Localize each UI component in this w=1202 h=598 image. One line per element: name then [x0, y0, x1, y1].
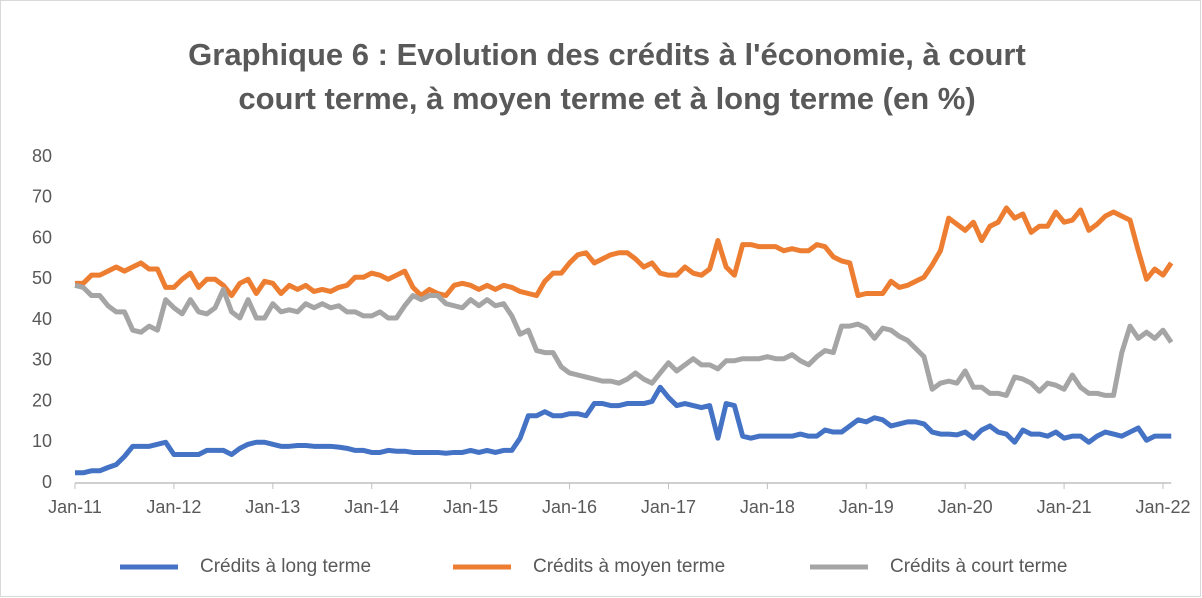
- y-tick-label: 40: [32, 309, 52, 329]
- series-line: [74, 282, 1174, 398]
- y-tick-label: 70: [32, 187, 52, 207]
- x-tick-label: Jan-12: [146, 497, 201, 517]
- x-tick-label: Jan-15: [443, 497, 498, 517]
- x-tick-label: Jan-20: [938, 497, 993, 517]
- x-tick-label: Jan-22: [1135, 497, 1190, 517]
- chart-title: Graphique 6 : Evolution des crédits à l'…: [188, 37, 1026, 72]
- y-tick-label: 30: [32, 350, 52, 370]
- legend-label: Crédits à moyen terme: [533, 556, 725, 577]
- y-tick-label: 80: [32, 146, 52, 166]
- x-tick-label: Jan-16: [542, 497, 597, 517]
- y-tick-label: 10: [32, 431, 52, 451]
- chart-title: court terme, à moyen terme et à long ter…: [238, 81, 975, 116]
- x-tick-label: Jan-14: [344, 497, 399, 517]
- x-tick-label: Jan-21: [1037, 497, 1092, 517]
- series-line: [75, 205, 1174, 299]
- x-tick-label: Jan-18: [740, 497, 795, 517]
- x-tick-label: Jan-19: [839, 497, 894, 517]
- x-tick-label: Jan-13: [245, 497, 300, 517]
- legend-label: Crédits à court terme: [890, 556, 1067, 577]
- series-line: [75, 384, 1172, 476]
- y-tick-label: 60: [32, 227, 52, 247]
- y-tick-label: 20: [32, 390, 52, 410]
- y-tick-label: 0: [42, 472, 52, 492]
- y-tick-label: 50: [32, 268, 52, 288]
- x-tick-label: Jan-11: [48, 497, 102, 517]
- legend-label: Crédits à long terme: [200, 556, 371, 577]
- x-tick-label: Jan-17: [641, 497, 696, 517]
